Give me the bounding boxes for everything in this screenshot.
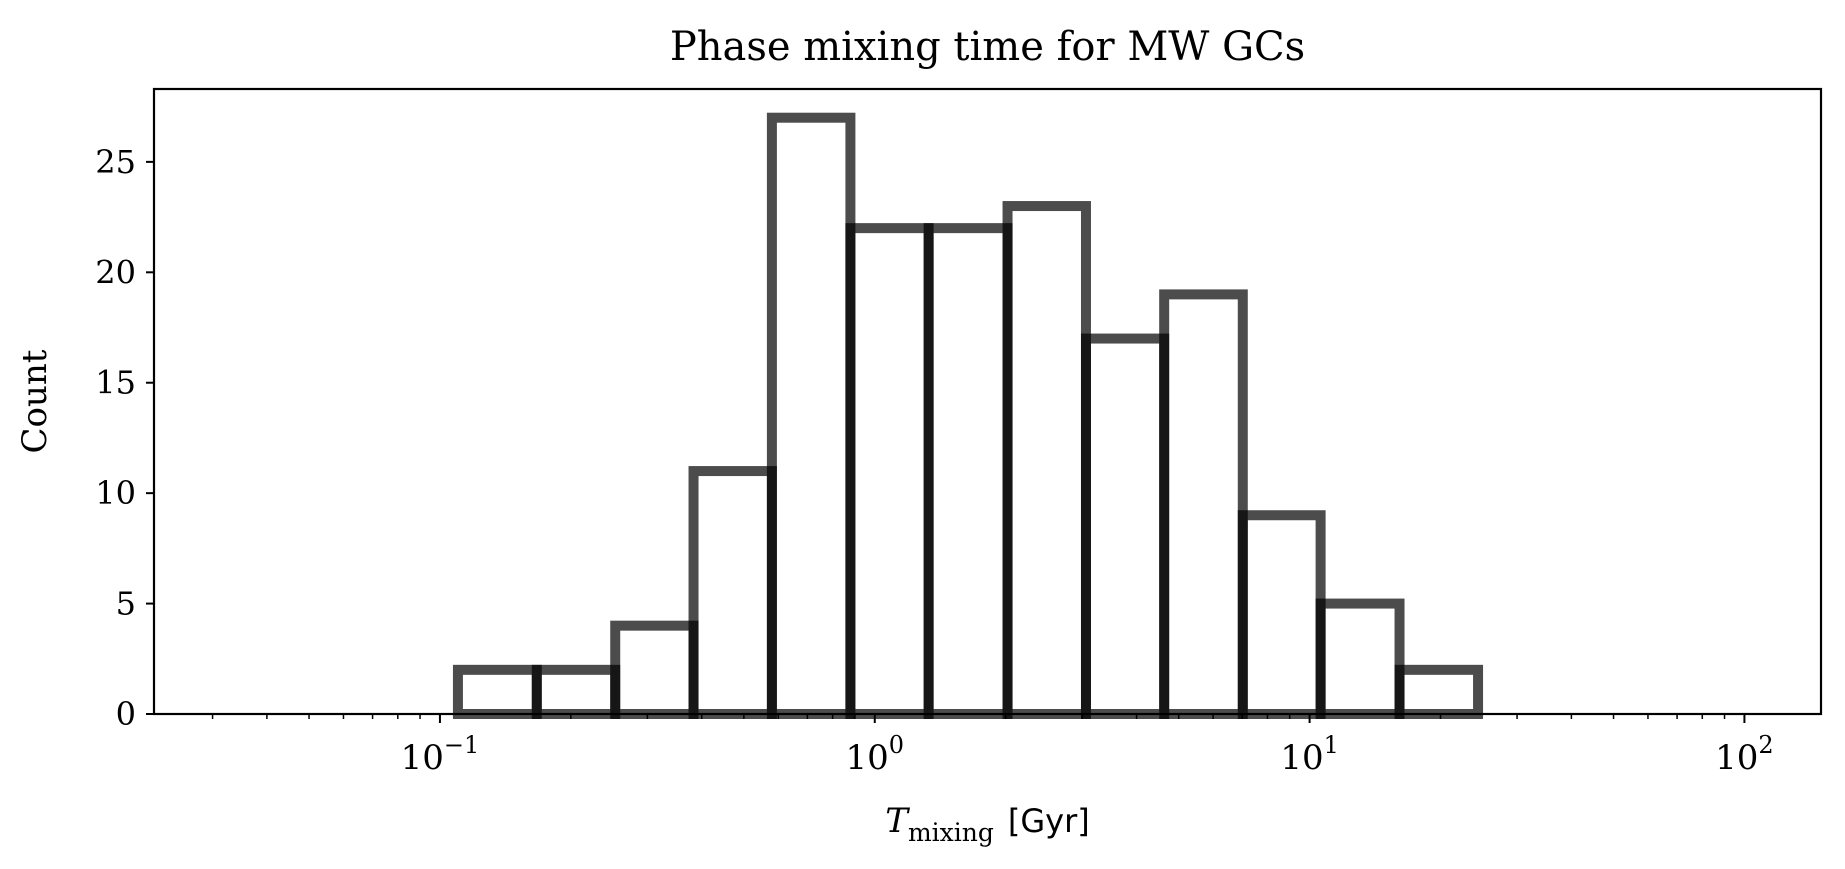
- histogram-bar-5: [688, 466, 777, 719]
- plot-area-frame: [152, 87, 1823, 716]
- histogram-bar-8: [923, 223, 1013, 719]
- histogram-bar-9: [1002, 201, 1091, 719]
- x-axis-label-subscript: mixing: [908, 818, 994, 847]
- y-tick-label-0: 0: [116, 695, 136, 733]
- x-axis-label-unit: [Gyr]: [1008, 802, 1090, 840]
- x-axis-label-symbol: T: [885, 801, 910, 841]
- x-tick-label-1: 100: [845, 731, 904, 778]
- histogram-bar-3: [531, 664, 621, 719]
- histogram-bar-14: [1394, 664, 1484, 719]
- histogram-bar-13: [1315, 598, 1405, 720]
- histogram-bars: [452, 112, 1484, 720]
- x-tick-label-0: 10−1: [401, 731, 480, 778]
- y-tick-label-3: 15: [95, 364, 136, 402]
- x-tick-label-2: 101: [1280, 731, 1339, 778]
- y-tick-label-2: 10: [95, 474, 136, 512]
- y-axis: 0 5 10 15 20 25: [95, 143, 154, 733]
- x-axis: 10−1 100 101 102: [211, 714, 1774, 778]
- histogram-bar-11: [1159, 289, 1248, 719]
- y-tick-label-5: 25: [95, 143, 136, 181]
- x-axis-label: Tmixing [Gyr]: [885, 801, 1089, 847]
- histogram-bar-6: [766, 112, 856, 719]
- x-tick-label-3: 102: [1715, 731, 1774, 778]
- histogram-bar-2: [452, 664, 542, 719]
- histogram-bar-12: [1237, 510, 1326, 719]
- histogram-bar-10: [1080, 333, 1170, 719]
- y-tick-label-4: 20: [95, 253, 136, 291]
- chart-title: Phase mixing time for MW GCs: [670, 24, 1305, 70]
- histogram-bar-4: [610, 620, 699, 719]
- y-axis-label: Count: [15, 349, 55, 453]
- histogram-bar-7: [845, 223, 934, 719]
- y-tick-label-1: 5: [116, 585, 136, 623]
